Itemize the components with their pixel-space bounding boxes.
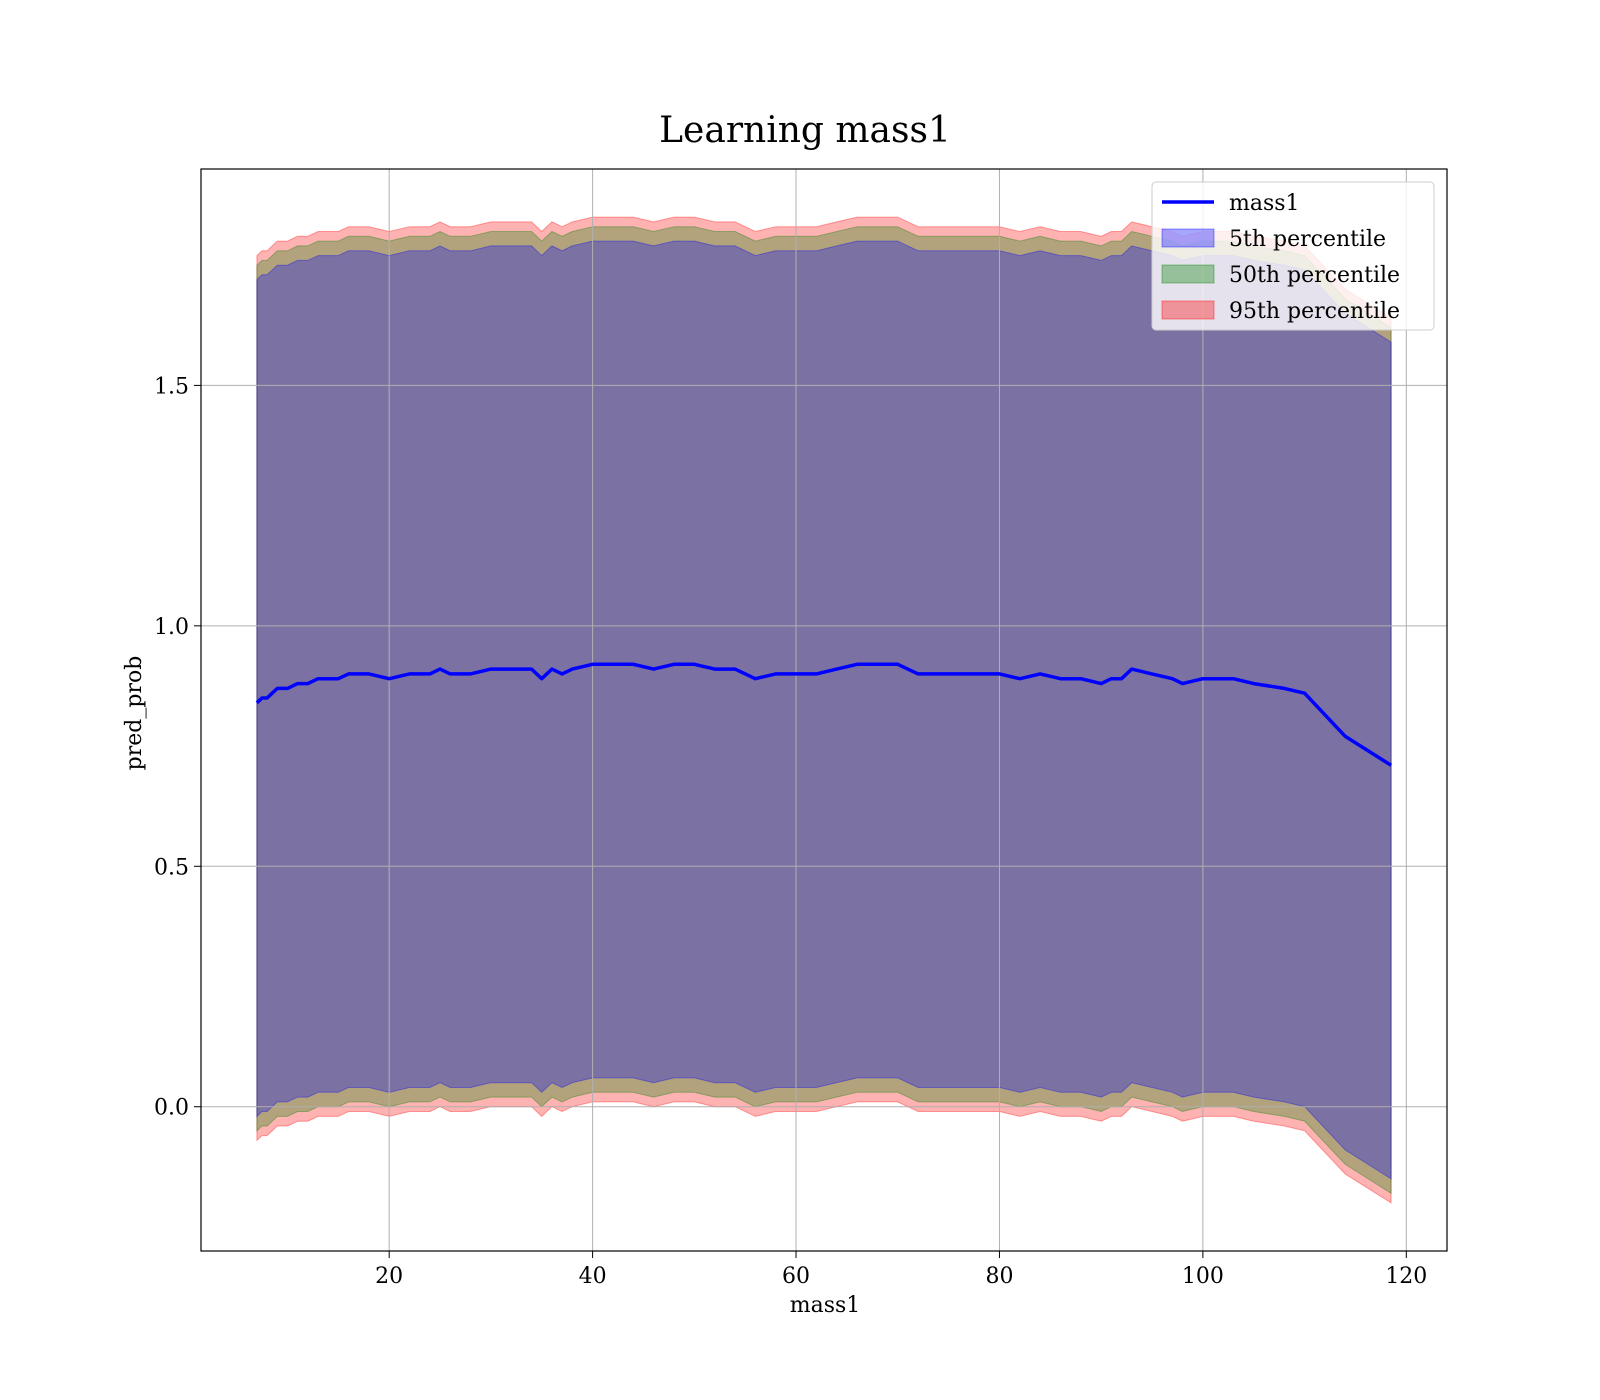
legend-label: 5th percentile <box>1229 227 1386 252</box>
plot-frame <box>200 168 1448 1252</box>
x-axis-label: mass1 <box>790 1293 861 1318</box>
x-tick-label: 80 <box>985 1264 1013 1289</box>
y-tick-label: 0.0 <box>154 1096 189 1121</box>
percentile-bands <box>256 216 1392 1204</box>
chart-title: Learning mass1 <box>659 110 951 151</box>
y-tick-label: 0.5 <box>154 855 189 880</box>
legend-label: 50th percentile <box>1229 263 1400 288</box>
x-tick-label: 40 <box>579 1264 607 1289</box>
legend: mass1 5th percentile 50th percentile 95th p… <box>1151 181 1435 331</box>
y-tick-label: 1.5 <box>154 374 189 399</box>
mass1-line <box>255 662 1393 767</box>
grid-lines <box>201 169 1447 1251</box>
legend-label: mass1 <box>1229 191 1300 216</box>
x-tick-label: 100 <box>1182 1264 1224 1289</box>
legend-swatch-patch <box>1161 300 1215 320</box>
x-axis-ticks: 20 40 60 80 100 120 <box>375 1251 1427 1289</box>
legend-box <box>1151 181 1435 331</box>
y-axis-label: pred_prob <box>122 656 147 771</box>
x-tick-label: 60 <box>782 1264 810 1289</box>
y-axis-ticks: 0.0 0.5 1.0 1.5 <box>154 374 201 1121</box>
band-5th-percentile <box>256 240 1392 1180</box>
legend-label: 95th percentile <box>1229 299 1400 324</box>
mass1-line-group <box>255 662 1393 767</box>
y-tick-label: 1.0 <box>154 615 189 640</box>
x-tick-label: 20 <box>375 1264 403 1289</box>
legend-swatch-patch <box>1161 264 1215 284</box>
x-tick-label: 120 <box>1385 1264 1427 1289</box>
legend-swatch-patch <box>1161 228 1215 248</box>
band-50th-percentile <box>256 226 1392 1195</box>
